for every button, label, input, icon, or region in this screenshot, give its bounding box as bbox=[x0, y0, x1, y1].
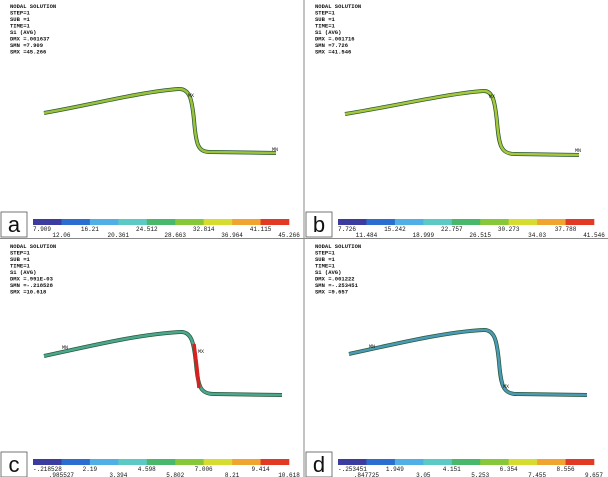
legend-swatch bbox=[175, 459, 204, 465]
legend-swatch bbox=[175, 219, 204, 225]
legend-label: 2.19 bbox=[83, 466, 98, 473]
legend-swatch bbox=[537, 459, 566, 465]
legend-swatch bbox=[366, 459, 395, 465]
legend-swatch bbox=[147, 219, 176, 225]
legend-label: 1.949 bbox=[386, 466, 404, 473]
header-line: SMX =41.546 bbox=[315, 49, 351, 56]
legend-label: 20.361 bbox=[108, 232, 130, 239]
legend-label: 6.354 bbox=[500, 466, 518, 473]
legend-swatch bbox=[261, 219, 290, 225]
legend-swatch bbox=[33, 459, 62, 465]
max-label: MX bbox=[489, 94, 495, 100]
legend-label: 9.657 bbox=[585, 472, 603, 477]
legend-swatch bbox=[118, 459, 147, 465]
legend-swatch bbox=[232, 459, 261, 465]
legend-label: 12.06 bbox=[52, 232, 70, 239]
legend-swatch bbox=[61, 459, 90, 465]
panel-letter: c bbox=[9, 452, 20, 477]
min-label: MN bbox=[272, 147, 278, 153]
max-label: MX bbox=[198, 349, 204, 355]
legend-label: .847725 bbox=[354, 472, 380, 477]
legend-swatch bbox=[480, 459, 509, 465]
legend-label: 5.802 bbox=[166, 472, 184, 477]
legend-swatch bbox=[395, 219, 424, 225]
legend-swatch bbox=[509, 459, 538, 465]
legend-swatch bbox=[537, 219, 566, 225]
max-label: MX bbox=[188, 93, 194, 99]
legend-label: 9.414 bbox=[252, 466, 270, 473]
legend-label: 28.663 bbox=[164, 232, 186, 239]
min-label: MN bbox=[62, 345, 68, 351]
legend-label: 45.266 bbox=[278, 232, 300, 239]
legend-label: .985527 bbox=[49, 472, 75, 477]
legend-label: 41.115 bbox=[250, 226, 272, 233]
max-label: MX bbox=[503, 384, 509, 390]
legend-label: 10.618 bbox=[278, 472, 300, 477]
panel-letter: a bbox=[8, 212, 21, 237]
legend-swatch bbox=[509, 219, 538, 225]
legend-label: 37.788 bbox=[555, 226, 577, 233]
legend-label: 26.515 bbox=[469, 232, 491, 239]
legend-swatch bbox=[480, 219, 509, 225]
legend-label: 22.757 bbox=[441, 226, 463, 233]
legend-swatch bbox=[147, 459, 176, 465]
legend-swatch bbox=[423, 459, 452, 465]
min-label: MN bbox=[369, 344, 375, 350]
header-line: SMX =45.266 bbox=[10, 49, 46, 56]
legend-label: 11.484 bbox=[356, 232, 378, 239]
legend-swatch bbox=[566, 459, 595, 465]
legend-label: 4.598 bbox=[138, 466, 156, 473]
legend-label: 36.964 bbox=[221, 232, 243, 239]
legend-swatch bbox=[395, 459, 424, 465]
legend-label: 30.273 bbox=[498, 226, 520, 233]
figure: NODAL SOLUTIONSTEP=1SUB =1TIME=1S1 (AVG)… bbox=[0, 0, 608, 477]
legend-swatch bbox=[566, 219, 595, 225]
legend-swatch bbox=[90, 219, 119, 225]
header-line: SMX =10.618 bbox=[10, 289, 47, 296]
legend-label: 34.03 bbox=[528, 232, 546, 239]
legend-label: 18.999 bbox=[413, 232, 435, 239]
legend-swatch bbox=[118, 219, 147, 225]
min-label: MN bbox=[575, 148, 581, 154]
legend-swatch bbox=[261, 459, 290, 465]
panel-letter: d bbox=[313, 452, 325, 477]
legend-swatch bbox=[61, 219, 90, 225]
legend-swatch bbox=[204, 219, 233, 225]
legend-label: 15.242 bbox=[384, 226, 406, 233]
legend-swatch bbox=[452, 219, 481, 225]
panel-letter: b bbox=[313, 212, 325, 237]
legend-swatch bbox=[452, 459, 481, 465]
legend-label: 32.814 bbox=[193, 226, 215, 233]
legend-swatch bbox=[366, 219, 395, 225]
legend-label: 3.394 bbox=[109, 472, 127, 477]
legend-label: 8.21 bbox=[225, 472, 240, 477]
legend-swatch bbox=[338, 459, 367, 465]
legend-swatch bbox=[423, 219, 452, 225]
legend-swatch bbox=[33, 219, 62, 225]
legend-label: 5.253 bbox=[471, 472, 489, 477]
legend-label: 3.05 bbox=[416, 472, 431, 477]
legend-label: 7.726 bbox=[338, 226, 356, 233]
legend-swatch bbox=[232, 219, 261, 225]
legend-label: 7.455 bbox=[528, 472, 546, 477]
legend-label: 7.909 bbox=[33, 226, 51, 233]
legend-label: 16.21 bbox=[81, 226, 99, 233]
legend-swatch bbox=[338, 219, 367, 225]
legend-label: 8.556 bbox=[557, 466, 575, 473]
legend-label: 41.546 bbox=[583, 232, 605, 239]
legend-label: 7.006 bbox=[195, 466, 213, 473]
legend-swatch bbox=[204, 459, 233, 465]
legend-label: 24.512 bbox=[136, 226, 158, 233]
legend-label: 4.151 bbox=[443, 466, 461, 473]
legend-swatch bbox=[90, 459, 119, 465]
header-line: SMX =9.657 bbox=[315, 289, 348, 296]
